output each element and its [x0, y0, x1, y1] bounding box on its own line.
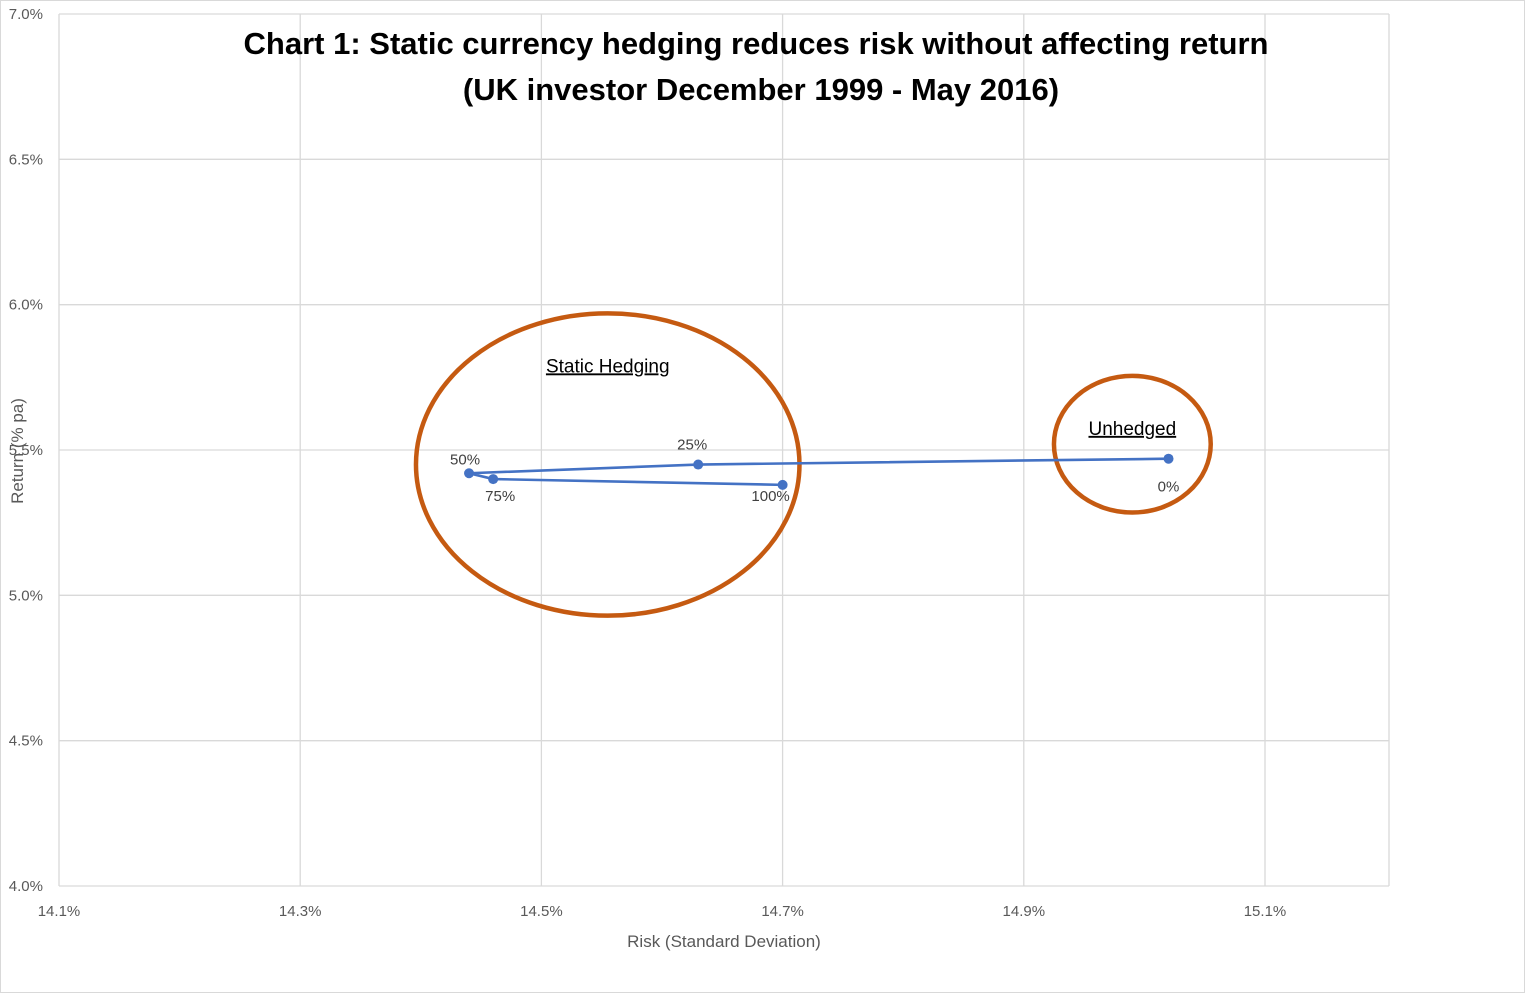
- y-tick-label: 5.0%: [9, 587, 43, 604]
- gridlines: [58, 13, 1390, 887]
- data-label: 25%: [677, 437, 707, 454]
- chart-subtitle: (UK investor December 1999 - May 2016): [463, 72, 1059, 107]
- data-label: 50%: [450, 451, 480, 468]
- y-tick-labels: 4.0% 4.5% 5.0% 5.5% 6.0% 6.5% 7.0%: [9, 6, 43, 895]
- y-tick-label: 6.0%: [9, 297, 43, 314]
- y-tick-label: 5.5%: [9, 442, 43, 459]
- x-tick-label: 14.3%: [279, 903, 322, 920]
- annotation-circles: Static Hedging Unhedged: [413, 311, 1213, 618]
- x-tick-label: 14.5%: [520, 903, 563, 920]
- y-axis-title: Return (% pa): [8, 398, 27, 504]
- y-tick-label: 4.0%: [9, 878, 43, 895]
- data-label: 75%: [485, 488, 515, 505]
- x-tick-label: 15.1%: [1244, 903, 1287, 920]
- series: 0% 25% 50% 75% 100%: [450, 437, 1179, 506]
- x-tick-label: 14.9%: [1003, 903, 1046, 920]
- x-tick-labels: 14.1% 14.3% 14.5% 14.7% 14.9% 15.1%: [38, 903, 1287, 920]
- y-tick-label: 6.5%: [9, 151, 43, 168]
- data-point: [1163, 453, 1174, 464]
- y-tick-label: 4.5%: [9, 733, 43, 750]
- data-point: [693, 459, 704, 470]
- data-point: [488, 474, 499, 485]
- chart-title: Chart 1: Static currency hedging reduces…: [244, 26, 1269, 61]
- x-tick-label: 14.7%: [761, 903, 804, 920]
- annotation-ellipse: [1051, 373, 1213, 515]
- x-axis-title: Risk (Standard Deviation): [627, 932, 821, 951]
- annotation-label: Static Hedging: [546, 356, 670, 377]
- data-label: 100%: [751, 488, 789, 505]
- data-label: 0%: [1158, 479, 1180, 496]
- data-point: [464, 468, 475, 479]
- data-point: [777, 479, 788, 490]
- x-tick-label: 14.1%: [38, 903, 81, 920]
- y-tick-label: 7.0%: [9, 6, 43, 23]
- annotation-label: Unhedged: [1088, 419, 1176, 440]
